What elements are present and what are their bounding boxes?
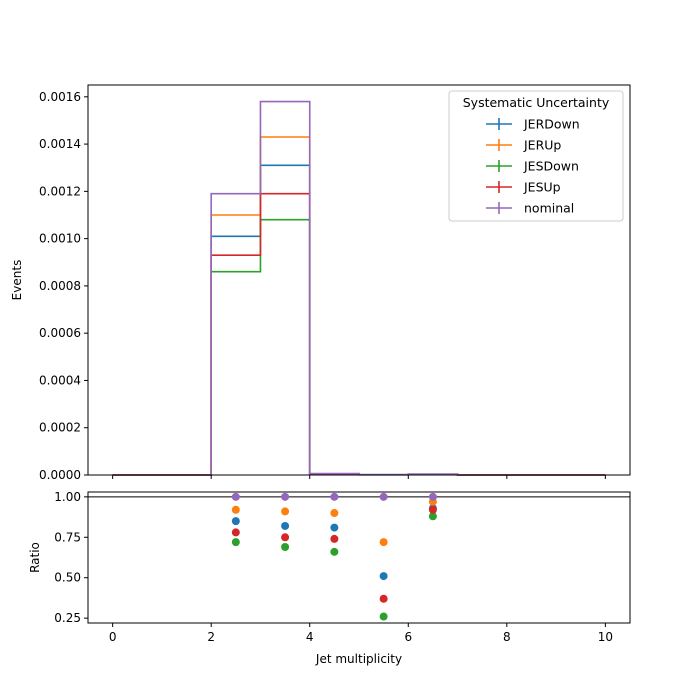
legend-label-JERUp: JERUp [523, 138, 561, 153]
x-tick-label: 0 [109, 630, 117, 644]
ratio-point-JESDown [379, 612, 388, 621]
ratio-point-JERDown [330, 523, 339, 532]
x-tick-label: 6 [404, 630, 412, 644]
ratio-plot-area [88, 492, 630, 623]
x-tick-label: 10 [598, 630, 613, 644]
main-y-tick-label: 0.0004 [39, 373, 81, 387]
main-y-tick-label: 0.0014 [39, 137, 81, 151]
ratio-point-JERUp [330, 509, 339, 518]
legend-label-JESUp: JESUp [523, 180, 561, 195]
ratio-y-tick-label: 0.50 [54, 571, 81, 585]
main-y-axis-label: Events [10, 260, 24, 301]
ratio-y-tick-label: 0.25 [54, 611, 81, 625]
ratio-point-nominal [379, 492, 388, 501]
main-axes-frame [87, 84, 631, 476]
ratio-y-tick-label: 1.00 [54, 490, 81, 504]
main-y-tick-label: 0.0000 [39, 468, 81, 482]
main-y-tick-label: 0.0006 [39, 326, 81, 340]
legend-label-JESDown: JESDown [523, 159, 579, 174]
main-y-tick-label: 0.0010 [39, 232, 81, 246]
main-y-tick-label: 0.0016 [39, 90, 81, 104]
ratio-point-JESDown [231, 538, 240, 547]
ratio-point-nominal [428, 492, 437, 501]
legend-title: Systematic Uncertainty [463, 95, 610, 110]
ratio-point-JESDown [330, 547, 339, 556]
ratio-y-tick-label: 0.75 [54, 530, 81, 544]
ratio-point-nominal [281, 492, 290, 501]
ratio-point-JESDown [281, 542, 290, 551]
x-tick-label: 2 [207, 630, 215, 644]
ratio-point-JERDown [281, 521, 290, 530]
ratio-point-JESUp [379, 594, 388, 603]
main-y-tick-label: 0.0002 [39, 421, 81, 435]
ratio-point-JESUp [231, 528, 240, 537]
legend-label-JERDown: JERDown [523, 117, 580, 132]
ratio-point-JESDown [428, 512, 437, 521]
ratio-point-JERDown [379, 572, 388, 581]
ratio-point-nominal [231, 492, 240, 501]
x-axis-label: Jet multiplicity [315, 652, 402, 666]
ratio-axes-frame [87, 491, 631, 624]
ratio-panel: 0.25 0.50 0.75 1.00 0 2 4 6 8 10 Ratio Jet multipli… [28, 490, 631, 666]
ratio-point-JESUp [428, 505, 437, 514]
ratio-point-JERDown [231, 517, 240, 526]
legend: Systematic Uncertainty JERDown JERUp JESDow… [448, 90, 624, 222]
ratio-point-JESUp [281, 533, 290, 542]
main-y-tick-label: 0.0008 [39, 279, 81, 293]
x-tick-label: 4 [306, 630, 314, 644]
ratio-point-JERUp [231, 505, 240, 514]
legend-label-nominal: nominal [524, 201, 574, 216]
ratio-point-JESUp [330, 534, 339, 543]
ratio-point-JERUp [281, 507, 290, 516]
main-y-tick-label: 0.0012 [39, 184, 81, 198]
ratio-y-axis-label: Ratio [28, 542, 42, 573]
ratio-point-nominal [330, 492, 339, 501]
ratio-point-JERUp [379, 538, 388, 547]
x-tick-label: 8 [503, 630, 511, 644]
